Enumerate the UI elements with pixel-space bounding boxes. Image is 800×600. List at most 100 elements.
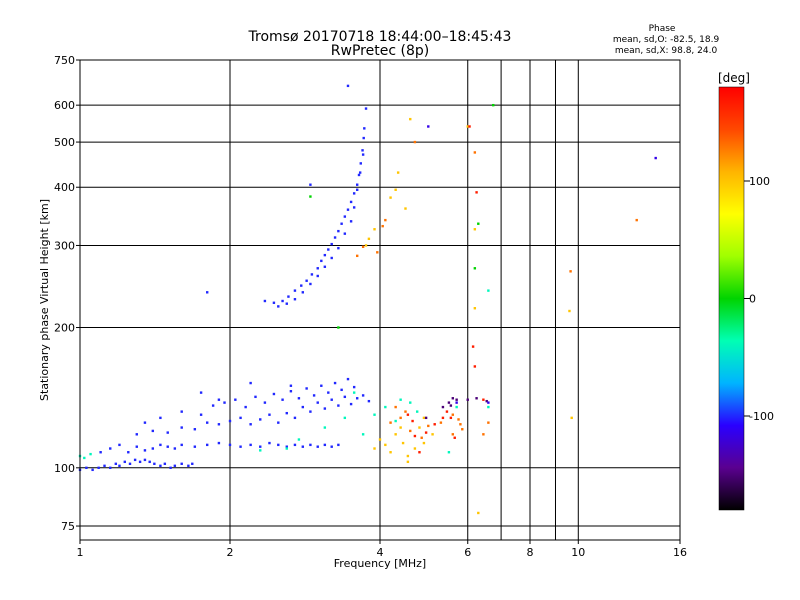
data-point — [473, 307, 477, 310]
data-point — [352, 385, 356, 389]
data-point — [343, 232, 347, 235]
data-point — [451, 433, 455, 436]
data-point — [477, 222, 480, 225]
colorbar-unit-label: [deg] — [718, 71, 750, 85]
chart-subtitle: RwPretec (8p) — [331, 43, 429, 59]
data-point — [445, 410, 449, 413]
data-point — [301, 291, 305, 294]
data-point — [473, 365, 477, 368]
data-point — [568, 309, 571, 313]
data-point — [281, 398, 284, 401]
data-point — [133, 458, 137, 462]
data-point — [373, 228, 376, 231]
data-point — [293, 298, 297, 301]
data-point — [389, 421, 392, 424]
data-point — [143, 458, 147, 462]
data-point — [447, 451, 451, 454]
data-point — [475, 397, 478, 400]
data-point — [466, 125, 469, 128]
data-point — [384, 443, 387, 447]
data-point — [349, 220, 353, 223]
data-point — [259, 418, 262, 421]
data-point — [309, 282, 312, 286]
data-point — [109, 466, 112, 470]
data-point — [441, 416, 445, 420]
data-point — [352, 391, 356, 394]
data-point — [343, 395, 347, 399]
data-point — [287, 295, 290, 298]
data-point — [455, 401, 458, 404]
data-point — [159, 464, 162, 467]
data-point — [166, 431, 169, 434]
data-point — [323, 426, 327, 429]
data-point — [293, 289, 297, 292]
data-point — [293, 443, 297, 447]
data-point — [118, 443, 121, 447]
data-point — [337, 246, 340, 250]
data-point — [301, 445, 305, 448]
data-point — [135, 445, 138, 448]
data-point — [249, 423, 252, 426]
data-point — [211, 404, 215, 407]
y-tick-label: 600 — [54, 99, 75, 112]
data-point — [357, 173, 361, 177]
data-point — [337, 326, 340, 329]
data-point — [173, 464, 177, 467]
data-point — [285, 302, 288, 305]
data-point — [346, 84, 350, 88]
data-point — [91, 468, 94, 472]
data-point — [471, 345, 475, 348]
data-point — [337, 229, 340, 233]
data-point — [389, 196, 392, 199]
data-point — [309, 410, 312, 413]
grid-lines — [80, 60, 680, 540]
data-point — [169, 466, 172, 470]
data-point — [228, 419, 232, 423]
data-point — [378, 438, 382, 441]
data-point — [394, 188, 397, 191]
data-point — [367, 237, 371, 241]
data-point — [406, 413, 410, 416]
x-tick-label: 8 — [527, 546, 534, 559]
data-point — [343, 416, 347, 420]
colorbar-gradient — [718, 86, 745, 511]
data-point — [297, 438, 301, 441]
data-point — [406, 454, 410, 458]
data-point — [217, 398, 221, 401]
data-point — [333, 381, 337, 385]
data-point — [285, 411, 288, 415]
data-point — [223, 401, 226, 404]
data-point — [249, 443, 252, 447]
data-point — [259, 449, 262, 452]
data-point — [361, 394, 365, 397]
data-point — [193, 445, 197, 448]
data-point — [466, 398, 469, 401]
data-point — [254, 395, 257, 399]
data-point — [310, 273, 314, 276]
data-point — [272, 392, 276, 396]
data-point — [309, 443, 312, 447]
data-point — [103, 464, 106, 467]
data-point — [381, 224, 384, 228]
data-point — [413, 447, 417, 450]
x-tick-label: 4 — [377, 546, 384, 559]
data-points — [78, 84, 657, 515]
data-point — [320, 384, 323, 387]
data-point — [427, 424, 430, 428]
data-point — [316, 401, 319, 404]
data-point — [362, 136, 365, 140]
data-point — [359, 162, 362, 165]
data-point — [118, 464, 121, 467]
data-point — [409, 429, 412, 433]
data-point — [473, 228, 477, 231]
data-point — [277, 421, 280, 424]
data-point — [487, 405, 490, 409]
data-point — [422, 416, 426, 420]
data-point — [263, 401, 267, 404]
data-point — [180, 443, 183, 447]
data-point — [418, 426, 421, 429]
x-tick-label: 1 — [77, 546, 84, 559]
data-point — [373, 413, 376, 416]
data-point — [361, 149, 364, 152]
data-point — [384, 405, 387, 409]
